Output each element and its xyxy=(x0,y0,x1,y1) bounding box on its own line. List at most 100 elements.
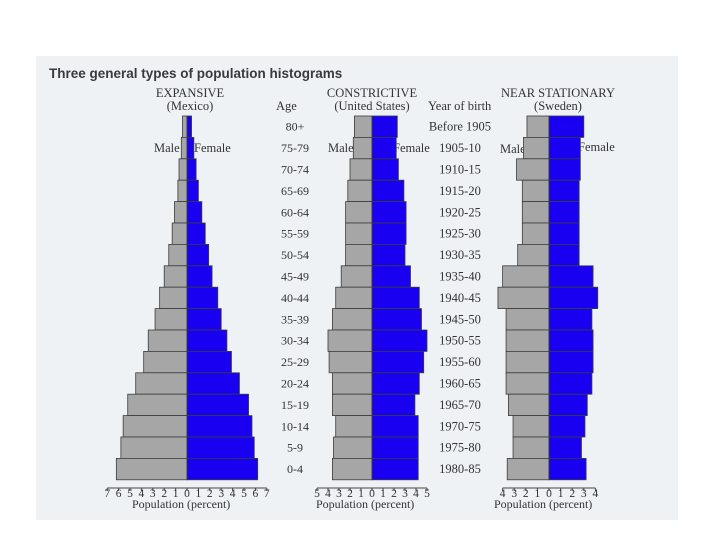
age-label-65-69: 65-69 xyxy=(281,184,309,198)
year-of-birth-label-16: 1980-85 xyxy=(439,462,481,476)
constrictive-female-bar-25-29 xyxy=(371,350,425,374)
stationary-tick-label-0: 4 xyxy=(500,488,506,500)
constrictive-x-axis-title: Population (percent) xyxy=(316,497,415,511)
stationary-female-bar-40-44 xyxy=(548,286,599,310)
stationary-male-bar-30-34 xyxy=(505,329,550,352)
constrictive-female-bar-35-39 xyxy=(371,308,422,331)
year-of-birth-label-13: 1965-70 xyxy=(439,398,481,412)
expansive-male-bar-70-74 xyxy=(178,158,188,181)
year-of-birth-label-9: 1945-50 xyxy=(439,312,481,326)
stationary-tick-label-8: 4 xyxy=(593,488,599,500)
stationary-male-bar-20-24 xyxy=(505,372,550,395)
age-label-5-9: 5-9 xyxy=(287,441,303,455)
constrictive-female-bar-5-9 xyxy=(371,436,419,459)
stationary-female-bar-0-4 xyxy=(548,457,587,481)
expansive-male-bar-80+ xyxy=(182,115,188,138)
expansive-tick-label-8: 1 xyxy=(196,488,202,500)
stationary-male-bar-25-29 xyxy=(505,350,550,374)
stationary-female-bar-10-14 xyxy=(548,415,586,438)
expansive-male-bar-65-69 xyxy=(177,179,188,202)
constrictive-female-bar-40-44 xyxy=(371,286,420,310)
expansive-female-bar-35-39 xyxy=(186,308,222,331)
expansive-tick-label-12: 5 xyxy=(241,488,247,500)
constrictive-female-bar-70-74 xyxy=(371,158,399,181)
year-of-birth-label-6: 1930-35 xyxy=(439,248,481,262)
stationary-female-bar-35-39 xyxy=(548,308,593,331)
stationary-male-bar-65-69 xyxy=(521,179,550,202)
constrictive-male-bar-10-14 xyxy=(335,415,373,438)
constrictive-male-bar-55-59 xyxy=(345,222,373,245)
year-of-birth-label-5: 1925-30 xyxy=(439,227,481,241)
constrictive-male-bar-80+ xyxy=(353,115,373,138)
age-label-70-74: 70-74 xyxy=(281,163,309,177)
expansive-male-bar-20-24 xyxy=(135,372,188,395)
expansive-tick-label-13: 6 xyxy=(253,488,259,500)
constrictive-female-bar-60-64 xyxy=(371,201,407,224)
stationary-female-bar-20-24 xyxy=(548,372,593,395)
year-of-birth-label-14: 1970-75 xyxy=(439,419,481,433)
stationary-title: NEAR STATIONARY xyxy=(501,86,615,100)
stationary-male-bar-0-4 xyxy=(506,457,550,481)
expansive-tick-label-0: 7 xyxy=(104,488,110,500)
age-label-35-39: 35-39 xyxy=(281,312,309,326)
constrictive-male-bar-0-4 xyxy=(331,457,373,481)
stationary-female-bar-45-49 xyxy=(548,265,594,288)
constrictive-male-bar-40-44 xyxy=(335,286,373,310)
year-of-birth-header: Year of birth xyxy=(428,99,492,113)
stationary-male-bar-15-19 xyxy=(507,393,550,417)
expansive-female-bar-60-64 xyxy=(186,201,203,224)
year-of-birth-label-15: 1975-80 xyxy=(439,441,481,455)
constrictive-female-bar-15-19 xyxy=(371,393,416,417)
expansive-tick-label-9: 2 xyxy=(207,488,213,500)
constrictive-female-bar-75-79 xyxy=(371,136,397,160)
expansive-female-bar-0-4 xyxy=(186,457,259,481)
expansive-female-bar-25-29 xyxy=(186,350,232,374)
expansive-male-bar-30-34 xyxy=(147,329,188,352)
age-label-30-34: 30-34 xyxy=(281,334,309,348)
constrictive-female-bar-10-14 xyxy=(371,415,419,438)
year-of-birth-label-3: 1915-20 xyxy=(439,184,481,198)
constrictive-male-bar-25-29 xyxy=(328,350,373,374)
stationary-female-bar-5-9 xyxy=(548,436,582,459)
expansive-tick-label-1: 6 xyxy=(116,488,122,500)
expansive-female-bar-50-54 xyxy=(186,243,210,267)
constrictive-tick-label-6: 1 xyxy=(380,488,386,500)
constrictive-male-bar-20-24 xyxy=(331,372,373,395)
year-of-birth-label-7: 1935-40 xyxy=(439,270,481,284)
constrictive-male-bar-5-9 xyxy=(333,436,373,459)
year-of-birth-label-4: 1920-25 xyxy=(439,205,481,219)
age-label-80+: 80+ xyxy=(286,120,305,134)
expansive-male-bar-45-49 xyxy=(163,265,188,288)
expansive-male-bar-25-29 xyxy=(143,350,188,374)
stationary-tick-label-4: 0 xyxy=(546,488,552,500)
expansive-male-bar-0-4 xyxy=(115,457,188,481)
stationary-female-bar-50-54 xyxy=(548,243,580,267)
constrictive-header: CONSTRICTIVE (United States) xyxy=(297,87,447,113)
expansive-female-bar-55-59 xyxy=(186,222,206,245)
expansive-female-bar-40-44 xyxy=(186,286,219,310)
expansive-subtitle: (Mexico) xyxy=(166,99,214,113)
stationary-female-label: Female xyxy=(578,140,615,154)
stationary-male-bar-35-39 xyxy=(505,308,550,331)
constrictive-male-bar-30-34 xyxy=(327,329,373,352)
stationary-female-bar-65-69 xyxy=(548,179,580,202)
age-label-45-49: 45-49 xyxy=(281,270,309,284)
stationary-tick-label-7: 3 xyxy=(581,488,587,500)
expansive-male-bar-15-19 xyxy=(127,393,188,417)
expansive-female-bar-15-19 xyxy=(186,393,249,417)
stationary-male-bar-5-9 xyxy=(512,436,550,459)
age-label-25-29: 25-29 xyxy=(281,355,309,369)
expansive-tick-label-2: 5 xyxy=(127,488,133,500)
expansive-female-bar-45-49 xyxy=(186,265,213,288)
age-label-0-4: 0-4 xyxy=(287,462,303,476)
stationary-tick-label-2: 2 xyxy=(523,488,529,500)
expansive-male-label: Male xyxy=(154,141,180,155)
constrictive-male-bar-75-79 xyxy=(352,136,373,160)
constrictive-male-bar-60-64 xyxy=(345,201,373,224)
age-label-50-54: 50-54 xyxy=(281,248,309,262)
age-label-40-44: 40-44 xyxy=(281,291,309,305)
expansive-header: EXPANSIVE (Mexico) xyxy=(110,87,270,113)
stationary-male-bar-70-74 xyxy=(516,158,550,181)
expansive-female-bar-10-14 xyxy=(186,415,253,438)
expansive-male-bar-35-39 xyxy=(154,308,188,331)
